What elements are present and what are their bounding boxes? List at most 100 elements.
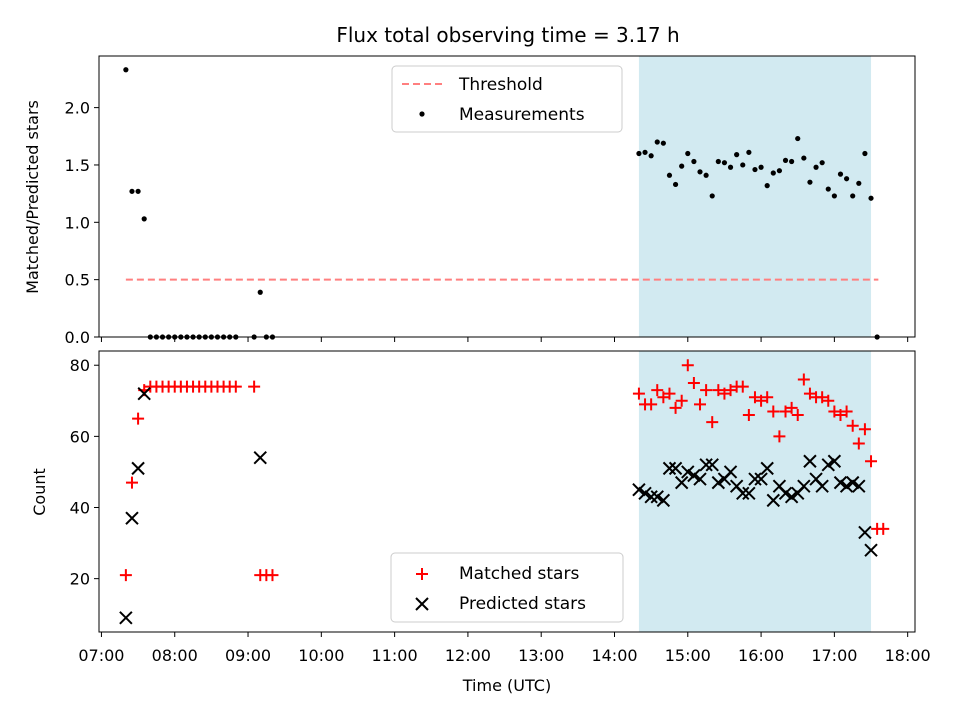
predicted-stars-point [650,490,664,504]
predicted-stars-point [632,483,646,497]
predicted-stars-point [760,461,774,476]
matched-stars-point [773,430,786,443]
measurements-point [868,195,874,201]
measurements-point [715,158,721,165]
predicted-stars-point [119,611,133,625]
matched-stars-point [645,398,658,411]
measurements-point [636,150,642,157]
top-y-tick-label: 2.0 [65,99,90,118]
matched-stars-point [816,391,829,404]
bottom-y-tick-label: 20 [70,570,90,589]
measurements-point [679,163,685,169]
predicted-stars-point [656,493,671,508]
predicted-stars-point [131,461,145,476]
predicted-stars-point [662,461,677,476]
measurements-point [685,150,691,157]
predicted-stars-point [833,475,848,490]
top-legend-box [391,65,623,133]
measurements-point [831,193,837,199]
matched-stars-point [742,409,755,422]
matched-stars-point [779,405,792,418]
top-legend: Threshold Measurements [391,65,623,133]
predicted-stars-point [845,475,860,490]
matched-stars-point [132,412,145,425]
matched-stars-point [632,387,645,400]
matched-stars-point [748,391,761,404]
matched-stars-point [687,377,700,390]
predicted-stars-point [778,486,793,500]
measurements-point [691,158,697,165]
predicted-stars-point [748,472,762,486]
measurements-legend-label: Measurements [459,105,585,125]
matched-stars-point [767,405,780,418]
x-tick-label: 17:00 [811,646,857,665]
x-tick-label: 16:00 [738,646,784,665]
measurements-point [825,186,831,192]
predicted-stars-point [125,511,139,525]
matched-stars-point [761,391,774,404]
chart-title: Flux total observing time = 3.17 h [336,23,679,47]
measurements-point [642,149,648,155]
x-axis-label: Time (UTC) [462,676,551,695]
predicted-stars-point [681,465,695,479]
predicted-stars-point [797,479,811,493]
top-x-ticks [100,337,909,342]
measurements-point [709,193,715,199]
bottom-y-axis-label: Count [30,468,49,516]
measurements-point [843,176,850,182]
measurements-point [734,152,740,158]
predicted-stars-point [674,475,689,490]
matched-stars-point [229,380,242,393]
predicted-stars-legend-label: Predicted stars [459,594,586,614]
predicted-stars-point [705,458,719,472]
x-tick-label: 09:00 [225,646,271,665]
predicted-stars-point [742,486,756,500]
top-y-axis-label: Matched/Predicted stars [23,100,42,294]
top-y-ticks: 0.0 0.5 1.0 1.5 2.0 [65,99,99,347]
measurements-point [850,193,856,199]
matched-stars-point [736,380,749,393]
x-tick-label: 10:00 [298,646,344,665]
predicted-stars-point [858,525,872,540]
predicted-stars-point [699,458,713,472]
matched-stars-point [846,419,859,432]
predicted-stars-point [687,468,701,483]
matched-stars-point [266,569,279,582]
measurements-point [257,289,263,295]
bottom-y-tick-label: 80 [70,356,90,375]
measurements-point [740,162,746,168]
measurements-point [795,135,801,142]
matched-stars-point [248,380,261,393]
measurements-point [660,140,666,146]
matched-stars-point [865,455,878,468]
matched-stars-point [877,522,890,535]
measurements-point [703,172,709,178]
x-tick-label: 07:00 [78,646,124,665]
matched-stars-point [669,401,682,414]
predicted-stars-point [723,465,738,479]
measurements-point [135,188,141,194]
measurements-point [782,157,789,163]
matched-stars-point [803,387,816,400]
measurements-point [666,172,673,178]
matched-stars-point [125,476,138,489]
predicted-stars-point [253,451,267,465]
x-tick-label: 08:00 [152,646,198,665]
bottom-panel: 20 40 60 80 07:00 08:00 09:00 10:00 11:00 12:00 1… [30,350,931,695]
matched-stars-point [675,394,688,407]
predicted-stars-point [803,454,817,468]
threshold-legend-label: Threshold [458,75,543,95]
measurements-point [801,155,807,161]
bottom-y-tick-label: 60 [70,427,90,446]
matched-stars-point [858,423,871,436]
bottom-legend-box [390,552,624,623]
predicted-stars-point [766,493,781,508]
predicted-stars-point [644,490,658,504]
matched-stars-point [791,409,804,422]
matched-stars-point [712,384,725,397]
x-tick-label: 12:00 [445,646,491,665]
predicted-stars-legend-swatch [415,597,429,611]
measurements-point [758,164,764,170]
matched-stars-point [119,569,132,582]
matched-stars-point [834,409,847,422]
